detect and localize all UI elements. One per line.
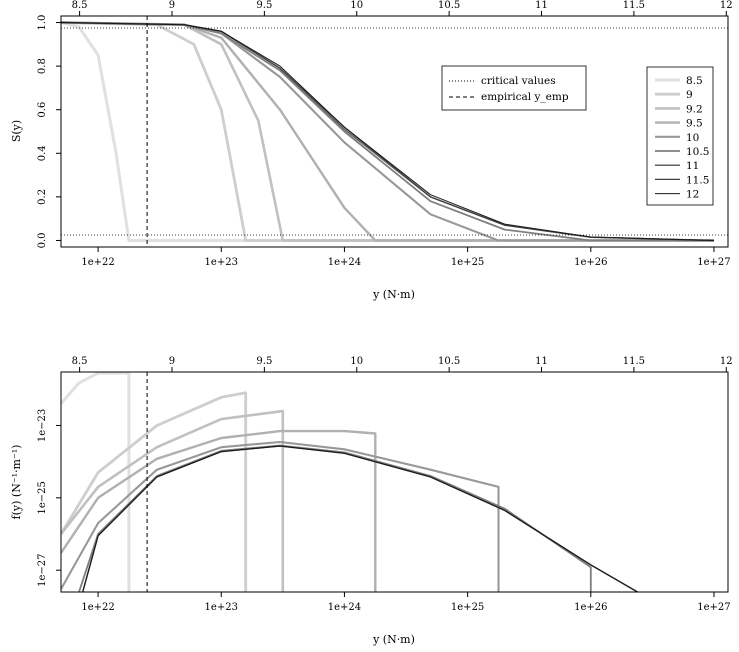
line-type-legend: critical values empirical y_emp <box>441 65 587 111</box>
top-tick-label: 12 <box>720 0 733 11</box>
y-tick-label: 1e−23 <box>37 409 48 442</box>
series-line-9 <box>60 21 714 242</box>
legend-label-9.5: 9.5 <box>686 118 703 130</box>
plot-frame <box>60 15 729 248</box>
y-tick-label: 1e−25 <box>37 481 48 514</box>
series-line-10 <box>61 440 500 592</box>
survival-curves <box>60 21 715 242</box>
reference-lines <box>61 16 728 247</box>
series-line-11 <box>81 445 638 592</box>
legend-label-10.5: 10.5 <box>686 146 709 158</box>
x-tick-label: 1e+25 <box>451 257 484 268</box>
legend-label-critical: critical values <box>481 75 556 87</box>
top-tick-label: 11.5 <box>623 356 645 367</box>
top-tick-label: 9.5 <box>256 356 272 367</box>
y-tick-label: 0.8 <box>37 58 48 74</box>
y-axis-ticks: 0.0 0.2 0.4 0.6 0.8 1.0 <box>37 15 61 249</box>
legend-label-11.5: 11.5 <box>686 174 709 186</box>
y-axis-ticks: 1e−27 1e−25 1e−23 <box>37 409 61 587</box>
top-tick-label: 10 <box>350 0 363 11</box>
top-tick-label: 10.5 <box>438 356 460 367</box>
x-tick-label: 1e+25 <box>451 602 484 613</box>
legend-label-12: 12 <box>686 189 699 201</box>
series-line-9.2 <box>60 21 714 242</box>
y-axis-label: f(y) (N⁻¹·m⁻¹) <box>10 445 23 520</box>
x-tick-label: 1e+22 <box>81 602 114 613</box>
x-tick-label: 1e+27 <box>697 602 730 613</box>
top-tick-label: 11 <box>535 0 548 11</box>
series-line-10.5 <box>78 444 592 592</box>
legend-label-9: 9 <box>686 89 693 101</box>
x-axis-ticks: 1e+22 1e+23 1e+24 1e+25 1e+26 1e+27 <box>81 247 731 268</box>
series-line-12 <box>82 445 638 592</box>
series-line-11 <box>60 21 715 242</box>
top-tick-label: 9 <box>169 356 175 367</box>
series-line-10 <box>60 21 714 242</box>
top-tick-label: 8.5 <box>72 356 88 367</box>
plot-frame <box>60 371 729 593</box>
top-axis-ticks: 8.5 9 9.5 10 10.5 11 11.5 12 <box>72 356 733 372</box>
x-axis-ticks: 1e+22 1e+23 1e+24 1e+25 1e+26 1e+27 <box>81 592 731 613</box>
series-line-11.5 <box>60 21 715 242</box>
y-tick-label: 0.0 <box>37 233 48 249</box>
y-tick-label: 0.4 <box>37 145 48 161</box>
top-tick-label: 11.5 <box>623 0 645 11</box>
x-tick-label: 1e+24 <box>328 602 361 613</box>
series-line-12 <box>60 22 715 241</box>
top-tick-label: 12 <box>720 356 733 367</box>
legend-label-10: 10 <box>686 132 699 144</box>
top-tick-label: 8.5 <box>72 0 88 11</box>
legend-label-11: 11 <box>686 160 699 172</box>
top-tick-label: 9.5 <box>256 0 272 11</box>
x-tick-label: 1e+23 <box>205 257 238 268</box>
top-tick-label: 9 <box>169 0 175 11</box>
y-tick-label: 1e−27 <box>37 554 48 587</box>
survival-plot-panel: 1e+22 1e+23 1e+24 1e+25 1e+26 1e+27 0.0 0.2 0.4… <box>10 0 733 301</box>
top-tick-label: 10.5 <box>438 0 460 11</box>
x-tick-label: 1e+24 <box>328 257 361 268</box>
y-tick-label: 0.2 <box>37 189 48 205</box>
top-axis-ticks: 8.5 9 9.5 10 10.5 11 11.5 12 <box>72 0 733 16</box>
x-tick-label: 1e+26 <box>574 602 607 613</box>
series-line-9.5 <box>60 21 714 242</box>
x-axis-label: y (N·m) <box>372 633 415 646</box>
y-axis-label: S(y) <box>10 120 23 142</box>
series-line-8.5 <box>60 21 714 242</box>
legend-label-9.2: 9.2 <box>686 103 703 115</box>
series-line-10.5 <box>60 21 714 242</box>
series-line-9.5 <box>61 429 377 592</box>
density-plot-panel: 1e+22 1e+23 1e+24 1e+25 1e+26 1e+27 1e−271e−2… <box>10 356 733 646</box>
x-tick-label: 1e+23 <box>205 602 238 613</box>
legend-label-8.5: 8.5 <box>686 75 703 87</box>
series-line-11.5 <box>82 445 638 592</box>
top-tick-label: 10 <box>350 356 363 367</box>
legend-box <box>441 65 587 111</box>
x-tick-label: 1e+22 <box>81 257 114 268</box>
legend-label-empirical: empirical y_emp <box>481 91 569 103</box>
x-tick-label: 1e+27 <box>697 257 730 268</box>
y-tick-label: 0.6 <box>37 102 48 118</box>
series-legend: 8.5 9 9.2 9.5 10 10.5 11 11.5 12 <box>646 66 714 206</box>
y-tick-label: 1.0 <box>37 15 48 31</box>
x-tick-label: 1e+26 <box>574 257 607 268</box>
x-axis-label: y (N·m) <box>372 288 415 301</box>
top-tick-label: 11 <box>535 356 548 367</box>
series-line-9 <box>61 391 248 592</box>
density-curves <box>61 372 638 592</box>
